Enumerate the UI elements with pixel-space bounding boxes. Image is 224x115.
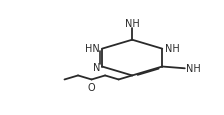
Text: NH: NH	[165, 43, 180, 53]
Text: N: N	[93, 62, 100, 72]
Text: O: O	[88, 82, 95, 92]
Text: HN: HN	[85, 43, 99, 53]
Text: NH: NH	[186, 64, 200, 74]
Text: NH: NH	[125, 19, 140, 28]
